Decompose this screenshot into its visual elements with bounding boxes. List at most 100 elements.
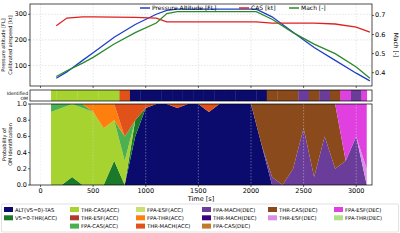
legend-swatch xyxy=(70,207,79,212)
legend-swatch xyxy=(70,224,79,229)
top-frame xyxy=(30,4,372,86)
strip-cell xyxy=(172,90,183,101)
grid-line xyxy=(250,4,251,86)
prob-area xyxy=(51,104,367,185)
legend-label: Mach [-] xyxy=(301,4,326,11)
strip-cell xyxy=(56,90,67,101)
strip-cell xyxy=(256,90,267,101)
grid-line xyxy=(30,14,372,15)
legend-label: Pressure Altitude [FL] xyxy=(152,4,216,11)
strip-cell xyxy=(98,90,109,101)
strip-cell xyxy=(319,90,330,101)
prob-area xyxy=(51,104,367,185)
y-tick-label: 0.0 xyxy=(17,181,27,189)
series-line xyxy=(56,9,370,81)
legend-label: FPA-ESF(DEC) xyxy=(345,207,381,213)
top-legend: Pressure Altitude [FL]CAS [kt]Mach [-] xyxy=(140,4,326,11)
legend-label: FPA-CAS(ACC) xyxy=(81,223,118,229)
grid-line xyxy=(303,4,304,86)
grid-line xyxy=(145,104,146,185)
strip-cell xyxy=(204,90,215,101)
strip-cell xyxy=(235,90,246,101)
grid-line xyxy=(250,104,251,185)
legend-swatch xyxy=(268,207,277,212)
grid-line xyxy=(93,104,94,185)
legend-label: VS=0-THR(ACC) xyxy=(15,215,57,221)
bottom-frame xyxy=(30,104,372,185)
strip-cell xyxy=(77,90,88,101)
strip-cell xyxy=(361,90,367,101)
strip-cell xyxy=(267,90,278,101)
prob-area xyxy=(51,104,367,169)
x-tick-label: 3000 xyxy=(348,187,365,195)
y-label: Calibrated airspeed [kt] xyxy=(7,15,14,74)
strip-cell xyxy=(288,90,299,101)
legend-box xyxy=(2,204,399,232)
grid-line xyxy=(30,39,372,40)
background xyxy=(0,0,400,233)
x-tick-label: 2500 xyxy=(295,187,312,195)
x-tick-label: 0 xyxy=(38,187,42,195)
bottom-axes: 0500100015002000250030000.00.20.40.60.81… xyxy=(1,100,364,203)
identified-strip xyxy=(51,90,367,101)
legend-label: FPA-CAS(DEC) xyxy=(213,223,250,229)
legend-label: FPA-THR(DEC) xyxy=(345,215,382,221)
strip-cell xyxy=(88,90,99,101)
grid-line xyxy=(30,65,372,66)
y2-tick-label: 0.5 xyxy=(375,50,385,58)
series-line xyxy=(56,12,370,79)
strip-cell xyxy=(67,90,78,101)
legend-swatch xyxy=(136,215,145,220)
strip-cell xyxy=(340,90,351,101)
strip-cell xyxy=(309,90,320,101)
legend-swatch xyxy=(4,215,13,220)
x-label: Time [s] xyxy=(187,195,214,203)
legend-swatch xyxy=(4,207,13,212)
strip-cell xyxy=(162,90,173,101)
grid-line xyxy=(198,104,199,185)
strip-cell xyxy=(277,90,288,101)
legend-swatch xyxy=(239,7,249,9)
strip-cell xyxy=(140,90,151,101)
x-tick-label: 1500 xyxy=(190,187,207,195)
prob-areas xyxy=(51,104,367,185)
legend-swatch xyxy=(136,224,145,229)
strip-cell xyxy=(51,90,57,101)
strip-cell xyxy=(246,90,257,101)
legend-swatch xyxy=(334,207,343,212)
prob-area xyxy=(51,104,367,185)
prob-area xyxy=(51,104,367,185)
legend-label: THR-MACH(ACC) xyxy=(146,223,190,229)
prob-area xyxy=(51,104,367,185)
legend-swatch xyxy=(202,215,211,220)
x-tick-label: 500 xyxy=(87,187,99,195)
y-tick-label: 0.8 xyxy=(17,116,27,124)
strip-cell xyxy=(151,90,162,101)
y2-label: Mach [-] xyxy=(393,33,400,58)
legend-swatch xyxy=(202,207,211,212)
legend-label: FPA-THR(ACC) xyxy=(147,215,184,221)
y-tick-label: 1.0 xyxy=(17,100,27,108)
strip-cell xyxy=(193,90,204,101)
legend-label: THR-MACH(DEC) xyxy=(212,215,257,221)
legend-label: THR-CAS(ACC) xyxy=(80,207,119,213)
grid-line xyxy=(40,4,41,86)
y-tick-label: 200 xyxy=(15,36,27,44)
prob-area xyxy=(51,104,367,185)
y2-tick-label: 0.4 xyxy=(375,69,385,77)
y-tick-label: 0.2 xyxy=(17,165,27,173)
x-tick-label: 2000 xyxy=(243,187,260,195)
top-axes: 1002003000.40.50.60.7Pressure altitude [… xyxy=(0,4,400,88)
legend-label: THR-CAS(DEC) xyxy=(278,207,318,213)
legend-label: ALT(VS=0)-TAS xyxy=(15,207,55,213)
strip-cell xyxy=(130,90,141,101)
strip-cell xyxy=(109,90,120,101)
legend-swatch xyxy=(140,7,150,9)
legend-swatch xyxy=(289,7,299,9)
y-tick-label: 100 xyxy=(15,62,27,70)
strip-cell xyxy=(225,90,236,101)
legend-label: FPA-MACH(DEC) xyxy=(213,207,255,213)
grid-line xyxy=(356,104,357,185)
legend-label: FPA-ESF(ACC) xyxy=(147,207,183,213)
strip-cell xyxy=(214,90,225,101)
